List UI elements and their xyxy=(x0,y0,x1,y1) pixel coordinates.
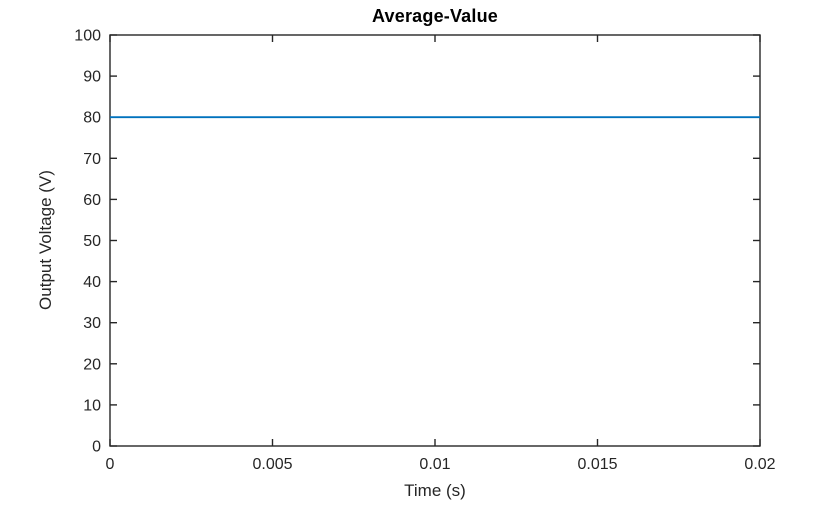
y-tick-label: 20 xyxy=(83,356,101,373)
x-tick-label: 0.005 xyxy=(252,456,292,473)
y-axis-label: Output Voltage (V) xyxy=(36,170,55,310)
y-tick-label: 30 xyxy=(83,315,101,332)
y-tick-label: 80 xyxy=(83,110,101,127)
y-tick-label: 40 xyxy=(83,274,101,291)
x-tick-label: 0.01 xyxy=(419,456,450,473)
y-tick-label: 0 xyxy=(92,439,101,456)
plot-box xyxy=(109,34,761,447)
x-tick-label: 0.02 xyxy=(744,456,775,473)
y-tick-label: 70 xyxy=(83,151,101,168)
x-tick-label: 0 xyxy=(106,456,115,473)
x-tick-label: 0.015 xyxy=(577,456,617,473)
chart-title: Average-Value xyxy=(372,6,498,26)
y-tick-label: 100 xyxy=(74,28,101,45)
y-tick-label: 10 xyxy=(83,397,101,414)
y-tick-label: 60 xyxy=(83,192,101,209)
x-axis-label: Time (s) xyxy=(404,481,466,500)
y-tick-label: 90 xyxy=(83,69,101,86)
y-tick-label: 50 xyxy=(83,233,101,250)
